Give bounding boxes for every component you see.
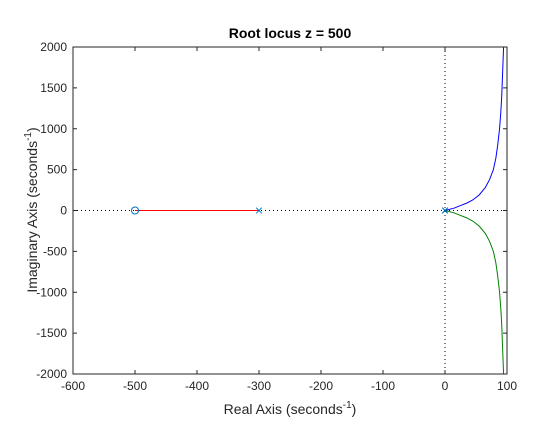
y-tick-label: -500 <box>43 244 67 258</box>
pole-marker-3 <box>441 207 449 214</box>
x-tick-label: -200 <box>309 379 333 393</box>
curves-layer <box>73 46 507 375</box>
x-axis-label-end: ) <box>352 401 357 417</box>
markers-layer <box>131 206 449 215</box>
x-tick-label: -500 <box>123 379 147 393</box>
pole-marker-1 <box>255 207 263 214</box>
y-tick-label: 2000 <box>40 40 67 54</box>
x-axis-label-superscript: -1 <box>343 400 352 411</box>
x-ticks: -600 -500 -400 -300 -200 -100 0 100 <box>61 47 517 393</box>
y-tick-label: -2000 <box>36 367 67 381</box>
pole-stroke-b <box>255 207 263 214</box>
locus-branch-2 <box>444 210 505 375</box>
x-tick-label: -400 <box>185 379 209 393</box>
chart-title: Root locus z = 500 <box>229 25 352 41</box>
x-axis-label-text: Real Axis (seconds <box>224 401 343 417</box>
y-axis-label-superscript: -1 <box>23 132 34 141</box>
x-tick-label: -600 <box>61 379 85 393</box>
x-tick-label: -300 <box>247 379 271 393</box>
locus-branch-1 <box>444 46 505 211</box>
y-tick-label: 0 <box>60 204 67 218</box>
x-tick-label: 0 <box>442 379 449 393</box>
x-tick-label: 100 <box>497 379 517 393</box>
pole-stroke-b <box>441 207 449 214</box>
y-tick-label: 1500 <box>40 81 67 95</box>
y-axis-label: Imaginary Axis (seconds-1) <box>23 127 40 292</box>
zero-marker-1 <box>131 206 139 215</box>
x-tick-label: -100 <box>371 379 395 393</box>
y-axis-label-end: ) <box>24 127 40 132</box>
y-ticks: -2000 -1500 -1000 -500 0 500 1000 1500 2000 <box>36 40 507 381</box>
y-tick-label: -1500 <box>36 326 67 340</box>
x-axis-label: Real Axis (seconds-1) <box>224 400 357 417</box>
y-tick-label: 1000 <box>40 122 67 136</box>
y-axis-label-text: Imaginary Axis (seconds <box>24 141 40 293</box>
y-tick-label: -1000 <box>36 285 67 299</box>
y-tick-label: 500 <box>47 163 67 177</box>
